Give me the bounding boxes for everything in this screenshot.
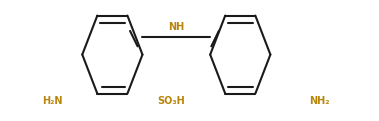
Text: SO₃H: SO₃H <box>158 96 185 106</box>
Text: NH: NH <box>168 22 185 32</box>
Text: NH₂: NH₂ <box>309 96 330 106</box>
Text: H₂N: H₂N <box>42 96 63 106</box>
